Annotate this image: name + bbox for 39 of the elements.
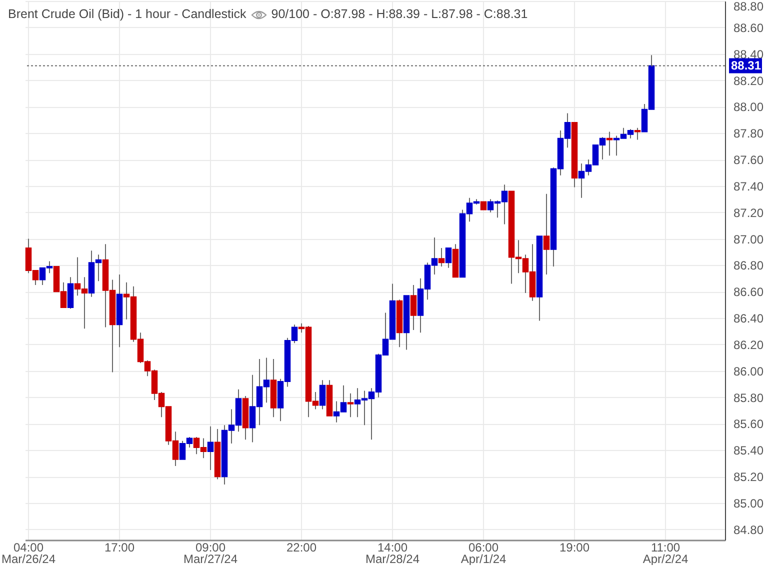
y-tick-label: 87.80 [734, 126, 764, 141]
x-tick-label: 19:00 [559, 540, 590, 554]
text: Brent Crude Oil (Bid) - 1 hour - Candlestick [8, 7, 246, 22]
candlestick [634, 127, 641, 140]
y-tick-label: 86.60 [734, 285, 764, 300]
y-tick-label: 85.00 [734, 496, 764, 511]
candlestick [207, 426, 214, 470]
y-tick-label: 87.20 [734, 206, 764, 220]
y-tick-label: 87.40 [734, 179, 764, 194]
x-tick-label: 17:00 [104, 540, 135, 554]
y-tick-label: 85.60 [734, 417, 764, 432]
x-tick-label: 04:00 Mar/26/24 [1, 540, 56, 566]
y-tick-label: 86.00 [734, 364, 764, 378]
ref-line-label: 88.31 [731, 58, 762, 73]
y-tick-label: 88.40 [734, 47, 764, 62]
y-tick-label: 85.80 [734, 390, 764, 405]
candlestick [319, 380, 326, 410]
y-tick-label: 86.80 [734, 258, 764, 273]
y-tick-label: 88.80 [734, 0, 764, 14]
candlestick [347, 392, 354, 418]
text: 90/100 - O:87.98 - H:88.39 - L:87.98 - C:88.31 [271, 7, 528, 22]
y-tick-label: 84.80 [734, 522, 764, 537]
candlestick [543, 193, 550, 275]
y-tick-label: 88.60 [734, 20, 764, 35]
candlestick [67, 276, 74, 310]
y-tick-label: 86.20 [734, 338, 764, 352]
candlestick [438, 248, 445, 268]
x-tick-label: 22:00 [286, 540, 317, 554]
x-tick-label: 09:00 Mar/27/24 [183, 540, 238, 566]
y-tick-label: 87.60 [734, 153, 764, 168]
y-tick-label: 85.20 [734, 470, 764, 484]
y-tick-label: 88.00 [734, 100, 764, 114]
y-tick-label: 87.00 [734, 232, 764, 246]
x-tick-label: 14:00 Mar/28/24 [365, 540, 420, 566]
candlestick [445, 248, 452, 268]
y-tick-label: 88.20 [734, 74, 764, 88]
y-tick-label: 85.40 [734, 444, 764, 458]
y-tick-label: 86.40 [734, 312, 764, 326]
candlestick [410, 284, 417, 330]
